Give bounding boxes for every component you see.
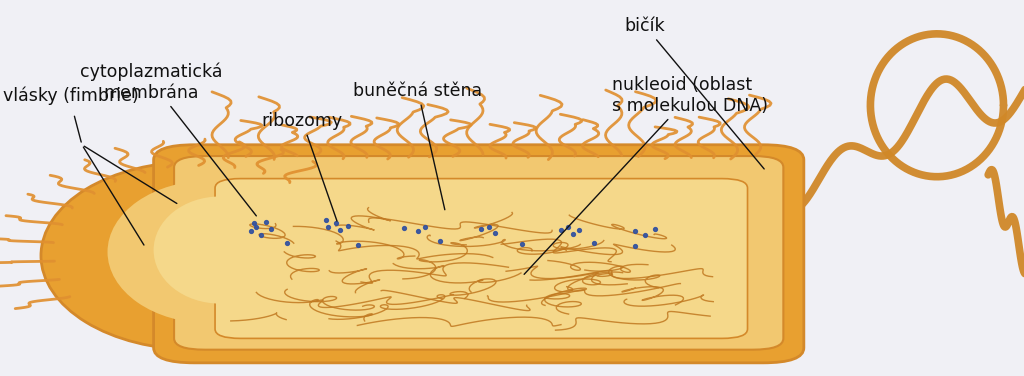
Text: nukleoid (oblast
s molekulou DNA): nukleoid (oblast s molekulou DNA) <box>524 76 768 274</box>
FancyBboxPatch shape <box>174 156 783 350</box>
Ellipse shape <box>154 196 287 304</box>
Text: cytoplazmatická
membrána: cytoplazmatická membrána <box>80 62 256 216</box>
Text: bičík: bičík <box>625 17 764 169</box>
Ellipse shape <box>41 162 348 350</box>
Ellipse shape <box>108 180 312 323</box>
Text: ribozomy: ribozomy <box>261 112 343 221</box>
Text: vlásky (fimbrie): vlásky (fimbrie) <box>3 87 139 105</box>
FancyBboxPatch shape <box>215 179 748 338</box>
FancyBboxPatch shape <box>154 145 804 363</box>
Text: buněčná stěna: buněčná stěna <box>353 82 482 210</box>
